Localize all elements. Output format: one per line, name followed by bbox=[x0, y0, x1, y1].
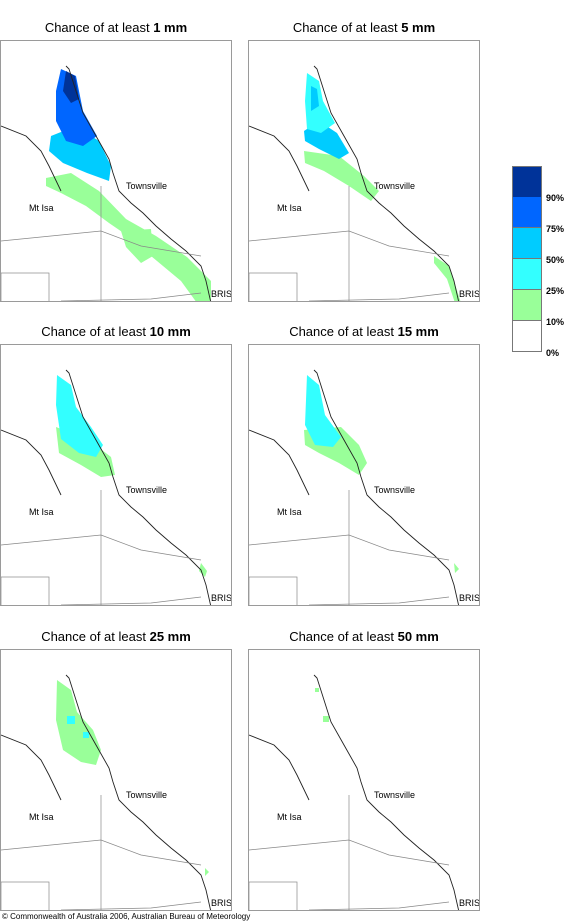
panel-title: Chance of at least 10 mm bbox=[41, 324, 191, 339]
legend-tick-50: 50% bbox=[546, 255, 565, 265]
legend-tick-10: 10% bbox=[546, 317, 565, 327]
probability-shading bbox=[304, 73, 461, 301]
legend-swatch-0-10 bbox=[512, 321, 542, 352]
coastline-west bbox=[1, 734, 62, 801]
panel-title: Chance of at least 50 mm bbox=[289, 629, 439, 644]
legend: 90% 75% 50% 25% 10% 0% bbox=[512, 166, 564, 358]
label-mt-isa: Mt Isa bbox=[29, 507, 54, 517]
label-brisbane: BRIS bbox=[459, 593, 480, 603]
label-mt-isa: Mt Isa bbox=[277, 507, 302, 517]
label-townsville: Townsville bbox=[374, 790, 416, 800]
label-mt-isa: Mt Isa bbox=[29, 203, 54, 213]
copyright-notice: © Commonwealth of Australia 2006, Austra… bbox=[2, 912, 251, 921]
probability-shading bbox=[56, 680, 209, 876]
map-25mm: Townsville Mt Isa BRIS bbox=[0, 649, 232, 911]
label-townsville: Townsville bbox=[374, 485, 416, 495]
legend-swatch-25-50 bbox=[512, 259, 542, 290]
label-brisbane: BRIS bbox=[459, 898, 480, 908]
label-townsville: Townsville bbox=[126, 790, 168, 800]
label-brisbane: BRIS bbox=[211, 593, 232, 603]
label-mt-isa: Mt Isa bbox=[277, 812, 302, 822]
coastline-west bbox=[1, 125, 62, 192]
coastline bbox=[313, 674, 460, 910]
legend-swatch-50-75 bbox=[512, 228, 542, 259]
map-10mm: Townsville Mt Isa BRIS bbox=[0, 344, 232, 606]
label-brisbane: BRIS bbox=[459, 289, 480, 299]
map-50mm: Townsville Mt Isa BRIS bbox=[248, 649, 480, 911]
probability-shading bbox=[56, 375, 207, 577]
legend-swatch-75-90 bbox=[512, 197, 542, 228]
legend-swatch-10-25 bbox=[512, 290, 542, 321]
panel-title: Chance of at least 25 mm bbox=[41, 629, 191, 644]
probability-shading bbox=[46, 69, 211, 301]
legend-tick-25: 25% bbox=[546, 286, 565, 296]
label-townsville: Townsville bbox=[374, 181, 416, 191]
map-15mm: Townsville Mt Isa BRIS bbox=[248, 344, 480, 606]
map-5mm: Townsville Mt Isa BRIS bbox=[248, 40, 480, 302]
label-brisbane: BRIS bbox=[211, 289, 232, 299]
coastline-west bbox=[249, 125, 310, 192]
label-brisbane: BRIS bbox=[211, 898, 232, 908]
coastline bbox=[65, 65, 212, 301]
legend-tick-75: 75% bbox=[546, 224, 565, 234]
coastline bbox=[65, 369, 212, 605]
panel-title: Chance of at least 15 mm bbox=[289, 324, 439, 339]
coastline-west bbox=[249, 734, 310, 801]
legend-tick-0: 0% bbox=[546, 348, 560, 358]
label-townsville: Townsville bbox=[126, 485, 168, 495]
legend-swatch-90-100 bbox=[512, 166, 542, 198]
coastline-west bbox=[249, 429, 310, 496]
coastline bbox=[313, 369, 460, 605]
coastline bbox=[65, 674, 212, 910]
probability-shading bbox=[304, 375, 459, 573]
coastline-west bbox=[1, 429, 62, 496]
label-townsville: Townsville bbox=[126, 181, 168, 191]
legend-tick-90: 90% bbox=[546, 193, 565, 203]
coastline bbox=[313, 65, 460, 301]
map-1mm: Townsville Mt Isa BRIS bbox=[0, 40, 232, 302]
label-mt-isa: Mt Isa bbox=[29, 812, 54, 822]
panel-title: Chance of at least 1 mm bbox=[44, 20, 188, 35]
panel-title: Chance of at least 5 mm bbox=[292, 20, 436, 35]
label-mt-isa: Mt Isa bbox=[277, 203, 302, 213]
probability-shading bbox=[315, 688, 329, 722]
